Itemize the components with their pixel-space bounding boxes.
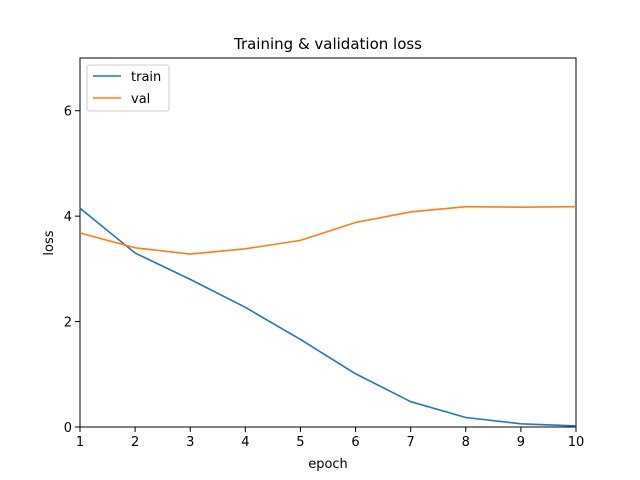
y-tick-label: 0 [64,421,72,436]
legend: train val [86,64,170,112]
chart-title: Training & validation loss [233,35,422,53]
x-tick-label: 9 [517,435,525,450]
x-tick-label: 8 [462,435,470,450]
y-tick-label: 6 [64,105,72,120]
x-tick-label: 7 [407,435,415,450]
x-axis-label: epoch [308,457,348,472]
series-layer [79,205,577,427]
y-tick-label: 2 [64,316,72,331]
legend-label-train: train [131,70,161,85]
x-tick-label: 5 [296,435,304,450]
x-tick-label: 1 [76,435,84,450]
x-tick-label: 6 [351,435,359,450]
x-tick-label: 4 [241,435,249,450]
plot-area-frame [79,57,577,428]
x-tick-label: 10 [568,435,585,450]
y-tick-label: 4 [64,210,72,225]
series-line-train [79,207,577,427]
x-axis: 1 2 3 4 5 6 7 8 9 10 [76,427,584,450]
y-axis-label: loss [42,230,57,255]
y-axis: 0 2 4 6 [64,105,80,436]
series-line-val [79,205,577,255]
legend-label-val: val [131,92,150,107]
x-tick-label: 2 [131,435,139,450]
x-tick-label: 3 [186,435,194,450]
